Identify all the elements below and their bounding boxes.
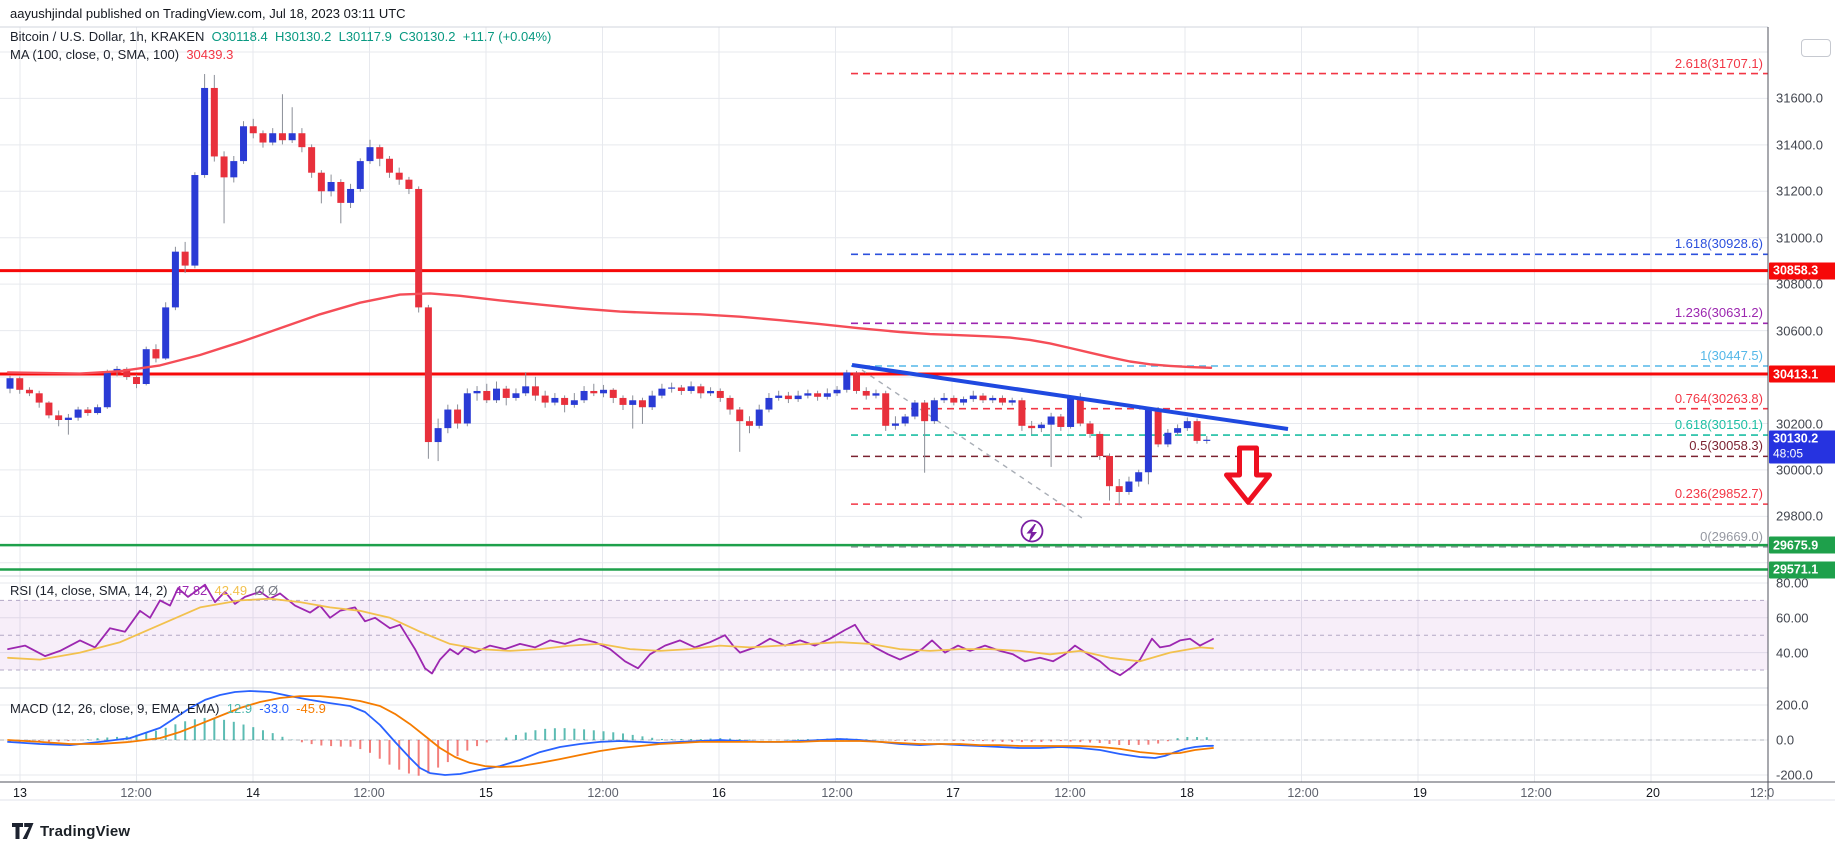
time-axis-label[interactable]: 12:00 [1287,786,1319,800]
ohlc-low: L30117.9 [338,29,392,44]
time-axis-label[interactable]: 12:00 [1520,786,1552,800]
macd-histogram [9,717,1208,776]
fib-level-label: 0.5(30058.3) [1689,438,1763,454]
price-axis-tick[interactable]: 30600.0 [1776,323,1823,339]
time-axis-label[interactable]: 18 [1180,786,1194,800]
candles[interactable] [6,74,1211,506]
price-axis-tick[interactable]: 31600.0 [1776,90,1823,106]
macd-value-1: -33.0 [259,701,289,716]
fib-level-label: 0.618(30150.1) [1674,417,1763,433]
rsi-axis-tick[interactable]: 60.00 [1776,610,1809,626]
price-level-badge: 30413.1 [1769,365,1835,383]
zap-icon [1026,524,1037,543]
price-axis-tick[interactable]: 31400.0 [1776,137,1823,153]
price-axis-tick[interactable]: 31000.0 [1776,230,1823,246]
macd-axis-tick[interactable]: 200.0 [1776,697,1809,713]
fib-level-label: 1(30447.5) [1700,348,1763,363]
rsi-line[interactable] [7,583,1214,677]
time-axis-label[interactable]: 12:00 [120,786,152,800]
tradingview-logo[interactable]: TradingView [12,822,130,840]
rsi-axis-tick[interactable]: 80.00 [1776,575,1809,591]
price-axis-tick[interactable]: 30200.0 [1776,416,1823,431]
price-axis-tick[interactable]: 30800.0 [1776,276,1823,292]
descending-trendline[interactable] [851,363,1289,431]
down-arrow-annotation[interactable] [1224,445,1272,505]
watermark-text: aayushjindal published on TradingView.co… [10,6,406,21]
price-axis-tick[interactable]: 29800.0 [1776,508,1823,524]
price-level-badge: 29675.9 [1769,536,1835,554]
ohlc-change: +11.7 (+0.04%) [462,29,552,44]
price-level-badge: 29571.1 [1769,561,1835,578]
ohlc-open: O30118.4 [211,29,268,44]
fib-level-label: 0.236(29852.7) [1674,486,1763,502]
time-axis-label[interactable]: 13 [13,786,27,800]
time-axis-label[interactable]: 14 [246,786,260,800]
ma-legend-row[interactable]: MA (100, close, 0, SMA, 100) 30439.3 [10,47,233,62]
macd-legend-row[interactable]: MACD (12, 26, close, 9, EMA, EMA) 12.9 -… [10,701,326,716]
ma-value: 30439.3 [186,47,234,62]
macd-axis-tick[interactable]: 0.0 [1776,732,1795,748]
rsi-ma-line[interactable] [7,597,1214,663]
macd-label: MACD (12, 26, close, 9, EMA, EMA) [10,701,220,716]
ma-100-line[interactable] [6,292,1213,375]
ohlc-high: H30130.2 [274,29,332,44]
rsi-value-1: 47.82 [174,583,208,598]
rsi-legend-row[interactable]: RSI (14, close, SMA, 14, 2) 47.82 42.49 … [10,583,278,598]
fib-level-label: 2.618(31707.1) [1674,55,1763,71]
dashed-diagonal-line[interactable] [861,369,1086,521]
rsi-extra-values: Ø Ø [254,583,279,598]
time-axis-label[interactable]: 17 [946,786,960,800]
symbol-legend-row[interactable]: Bitcoin / U.S. Dollar, 1h, KRAKEN O30118… [10,29,551,44]
time-axis-label[interactable]: 12:00 [821,786,853,800]
time-axis-label[interactable]: 12:0 [1749,786,1775,800]
price-level-badge: 30858.3 [1769,262,1835,280]
price-scale-button[interactable] [1801,39,1831,57]
macd-hist-value: 12.9 [226,701,253,716]
macd-signal-line[interactable] [7,695,1214,768]
tradingview-logo-icon [12,823,34,839]
price-axis-tick[interactable]: 30000.0 [1776,462,1823,478]
symbol-title: Bitcoin / U.S. Dollar, 1h, KRAKEN [10,29,205,44]
time-axis-label[interactable]: 20 [1646,786,1660,800]
time-axis-label[interactable]: 19 [1413,786,1427,800]
price-axis-tick[interactable]: 31200.0 [1776,183,1823,199]
fib-level-label: 0.764(30263.8) [1674,390,1763,406]
ohlc-close: C30130.2 [399,29,456,44]
time-axis-label[interactable]: 12:00 [1054,786,1086,800]
rsi-value-2: 42.49 [214,583,248,598]
fib-level-label: 0(29669.0) [1700,528,1763,544]
macd-axis-tick[interactable]: -200.0 [1776,767,1813,783]
rsi-axis-tick[interactable]: 40.00 [1776,645,1809,661]
fib-level-label: 1.618(30928.6) [1674,236,1763,252]
time-axis-label[interactable]: 15 [479,786,493,800]
ma-label: MA (100, close, 0, SMA, 100) [10,47,180,62]
time-axis-label[interactable]: 16 [712,786,726,800]
macd-value-2: -45.9 [296,701,326,716]
rsi-label: RSI (14, close, SMA, 14, 2) [10,583,168,598]
fib-level-label: 1.236(30631.2) [1674,305,1763,321]
time-axis-label[interactable]: 12:00 [587,786,619,800]
tradingview-logo-text: TradingView [40,822,131,840]
time-axis-label[interactable]: 12:00 [353,786,385,800]
macd-line[interactable] [7,690,1214,776]
current-price-badge: 30130.2 48:05 [1769,430,1835,464]
